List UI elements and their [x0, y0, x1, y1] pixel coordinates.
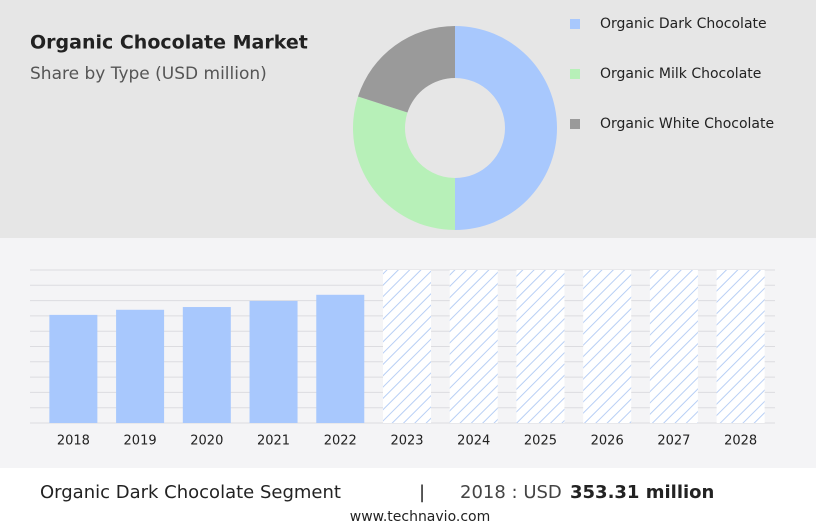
footer-background — [0, 468, 816, 528]
forecast-column — [383, 270, 431, 423]
legend-label: Organic White Chocolate — [600, 116, 774, 132]
legend-label: Organic Dark Chocolate — [600, 16, 767, 32]
bar — [116, 309, 165, 423]
footer-value: 353.31 million — [570, 482, 714, 503]
x-tick-label: 2025 — [524, 434, 557, 449]
x-tick-label: 2028 — [724, 434, 757, 449]
forecast-column — [583, 270, 632, 423]
footer-segment: Organic Dark Chocolate Segment — [40, 482, 341, 503]
forecast-column — [516, 270, 565, 423]
donut-slice — [357, 26, 455, 113]
donut-slice — [353, 96, 455, 230]
footer-source: www.technavio.com — [350, 509, 491, 525]
legend-swatch — [570, 69, 580, 79]
title: Organic Chocolate Market — [30, 32, 308, 54]
footer-separator: | — [419, 482, 425, 503]
subtitle: Share by Type (USD million) — [30, 64, 267, 84]
bar-chart: 2018 2019 2020 2021 2022 2023 2024 2025 2026 2027… — [30, 269, 775, 449]
legend-label: Organic Milk Chocolate — [600, 66, 761, 82]
x-tick-label: 2021 — [257, 434, 290, 449]
x-tick-label: 2023 — [390, 434, 423, 449]
forecast-column — [716, 270, 765, 423]
bar — [316, 294, 365, 423]
donut-slice — [455, 26, 557, 230]
legend-swatch — [570, 119, 580, 129]
legend-swatch — [570, 19, 580, 29]
footer-year: 2018 : USD — [460, 482, 562, 503]
x-tick-label: 2018 — [57, 434, 90, 449]
forecast-column — [449, 270, 498, 423]
x-tick-label: 2020 — [190, 434, 223, 449]
x-tick-label: 2019 — [124, 434, 157, 449]
x-tick-label: 2026 — [591, 434, 624, 449]
x-tick-label: 2024 — [457, 434, 490, 449]
x-tick-label: 2027 — [657, 434, 690, 449]
bar — [249, 300, 298, 423]
donut-chart: Organic Dark Chocolate Organic Milk Choco… — [353, 16, 774, 230]
bar — [182, 307, 231, 423]
x-tick-label: 2022 — [324, 434, 357, 449]
forecast-column — [649, 270, 698, 423]
bar — [49, 314, 98, 423]
